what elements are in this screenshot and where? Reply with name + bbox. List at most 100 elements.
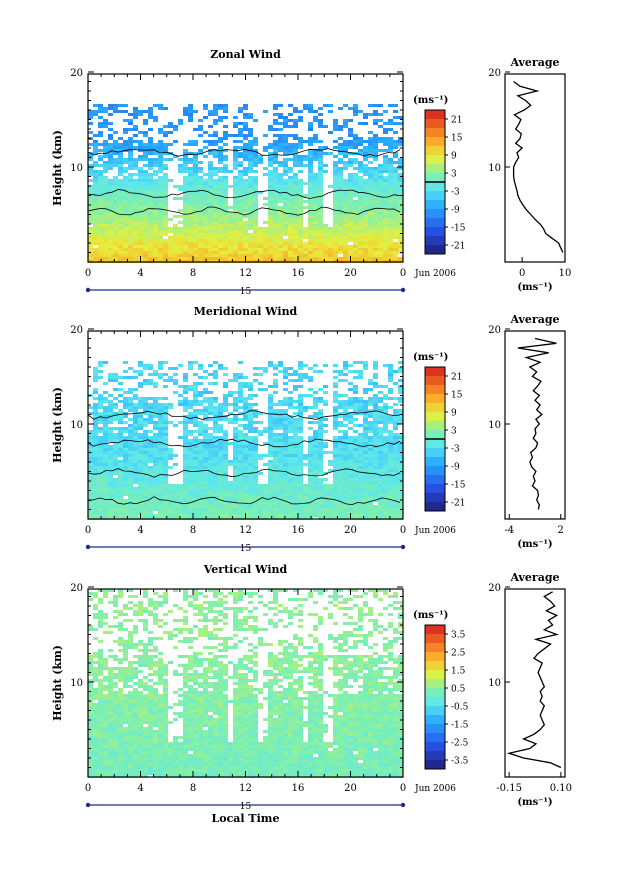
heatmap-cell: [298, 179, 303, 182]
heatmap-cell: [383, 257, 388, 260]
heatmap-cell: [333, 445, 338, 448]
heatmap-cell: [293, 182, 298, 185]
heatmap-cell: [388, 367, 393, 370]
heatmap-cell: [103, 382, 108, 385]
heatmap-cell: [188, 218, 193, 221]
heatmap-cell: [283, 427, 288, 430]
colorbar-swatch: [425, 245, 445, 255]
heatmap-cell: [338, 400, 343, 403]
heatmap-cell: [188, 361, 193, 364]
heatmap-cell: [178, 188, 183, 191]
heatmap-cell: [103, 439, 108, 442]
heatmap-cell: [143, 400, 148, 403]
heatmap-cell: [143, 110, 148, 113]
heatmap-cell: [183, 391, 188, 394]
heatmap-cell: [163, 197, 168, 200]
heatmap-cell: [233, 200, 238, 203]
heatmap-cell: [208, 203, 213, 206]
heatmap-cell: [383, 409, 388, 412]
heatmap-cell: [378, 484, 383, 487]
heatmap-cell: [223, 170, 228, 173]
heatmap-cell: [133, 257, 138, 260]
heatmap-cell: [128, 149, 133, 152]
heatmap-cell: [318, 200, 323, 203]
heatmap-cell: [223, 179, 228, 182]
heatmap-cell: [123, 442, 128, 445]
heatmap-cell: [93, 508, 98, 511]
heatmap-cell: [343, 188, 348, 191]
heatmap-cell: [383, 418, 388, 421]
heatmap-cell: [148, 137, 153, 140]
heatmap-cell: [163, 403, 168, 406]
heatmap-cell: [143, 218, 148, 221]
heatmap-cell: [138, 508, 143, 511]
heatmap-cell: [123, 179, 128, 182]
heatmap-cell: [313, 215, 318, 218]
heatmap-cell: [293, 224, 298, 227]
heatmap-cell: [248, 176, 253, 179]
heatmap-cell: [373, 245, 378, 248]
heatmap-cell: [293, 406, 298, 409]
heatmap-cell: [123, 167, 128, 170]
heatmap-cell: [213, 104, 218, 107]
heatmap-cell: [353, 227, 358, 230]
heatmap-cell: [233, 433, 238, 436]
heatmap-cell: [183, 143, 188, 146]
heatmap-cell: [143, 212, 148, 215]
heatmap-cell: [253, 502, 258, 505]
heatmap-cell: [168, 257, 173, 260]
heatmap-cell: [383, 197, 388, 200]
heatmap-cell: [218, 481, 223, 484]
heatmap-cell: [108, 505, 113, 508]
heatmap-cell: [283, 188, 288, 191]
heatmap-cell: [263, 370, 268, 373]
heatmap-cell: [123, 415, 128, 418]
heatmap-cell: [363, 400, 368, 403]
heatmap-cell: [293, 478, 298, 481]
heatmap-cell: [153, 146, 158, 149]
heatmap-cell: [368, 466, 373, 469]
heatmap-cell: [288, 236, 293, 239]
heatmap-cell: [98, 122, 103, 125]
heatmap-cell: [108, 439, 113, 442]
heatmap-cell: [198, 481, 203, 484]
heatmap-cell: [218, 403, 223, 406]
heatmap-cell: [293, 427, 298, 430]
heatmap-cell: [293, 197, 298, 200]
heatmap-cell: [298, 463, 303, 466]
heatmap-cell: [313, 364, 318, 367]
heatmap-cell: [98, 445, 103, 448]
heatmap-cell: [248, 158, 253, 161]
heatmap-cell: [328, 490, 333, 493]
heatmap-cell: [88, 173, 93, 176]
heatmap-cell: [223, 164, 228, 167]
heatmap-cell: [93, 484, 98, 487]
heatmap-cell: [308, 493, 313, 496]
heatmap-cell: [123, 143, 128, 146]
heatmap-cell: [318, 182, 323, 185]
heatmap-cell: [148, 496, 153, 499]
heatmap-cell: [118, 451, 123, 454]
heatmap-cell: [183, 155, 188, 158]
heatmap-cell: [238, 134, 243, 137]
heatmap-cell: [238, 188, 243, 191]
heatmap-cell: [398, 457, 403, 460]
heatmap-cell: [248, 427, 253, 430]
heatmap-cell: [148, 373, 153, 376]
heatmap-cell: [133, 110, 138, 113]
heatmap-cell: [173, 484, 178, 487]
heatmap-cell: [208, 200, 213, 203]
heatmap-cell: [113, 146, 118, 149]
heatmap-cell: [108, 239, 113, 242]
heatmap-cell: [318, 233, 323, 236]
heatmap-cell: [333, 496, 338, 499]
heatmap-cell: [168, 508, 173, 511]
heatmap-cell: [398, 230, 403, 233]
heatmap-cell: [343, 191, 348, 194]
heatmap-cell: [93, 230, 98, 233]
heatmap-cell: [293, 179, 298, 182]
heatmap-cell: [288, 508, 293, 511]
heatmap-cell: [128, 511, 133, 514]
heatmap-cell: [278, 421, 283, 424]
heatmap-cell: [373, 224, 378, 227]
